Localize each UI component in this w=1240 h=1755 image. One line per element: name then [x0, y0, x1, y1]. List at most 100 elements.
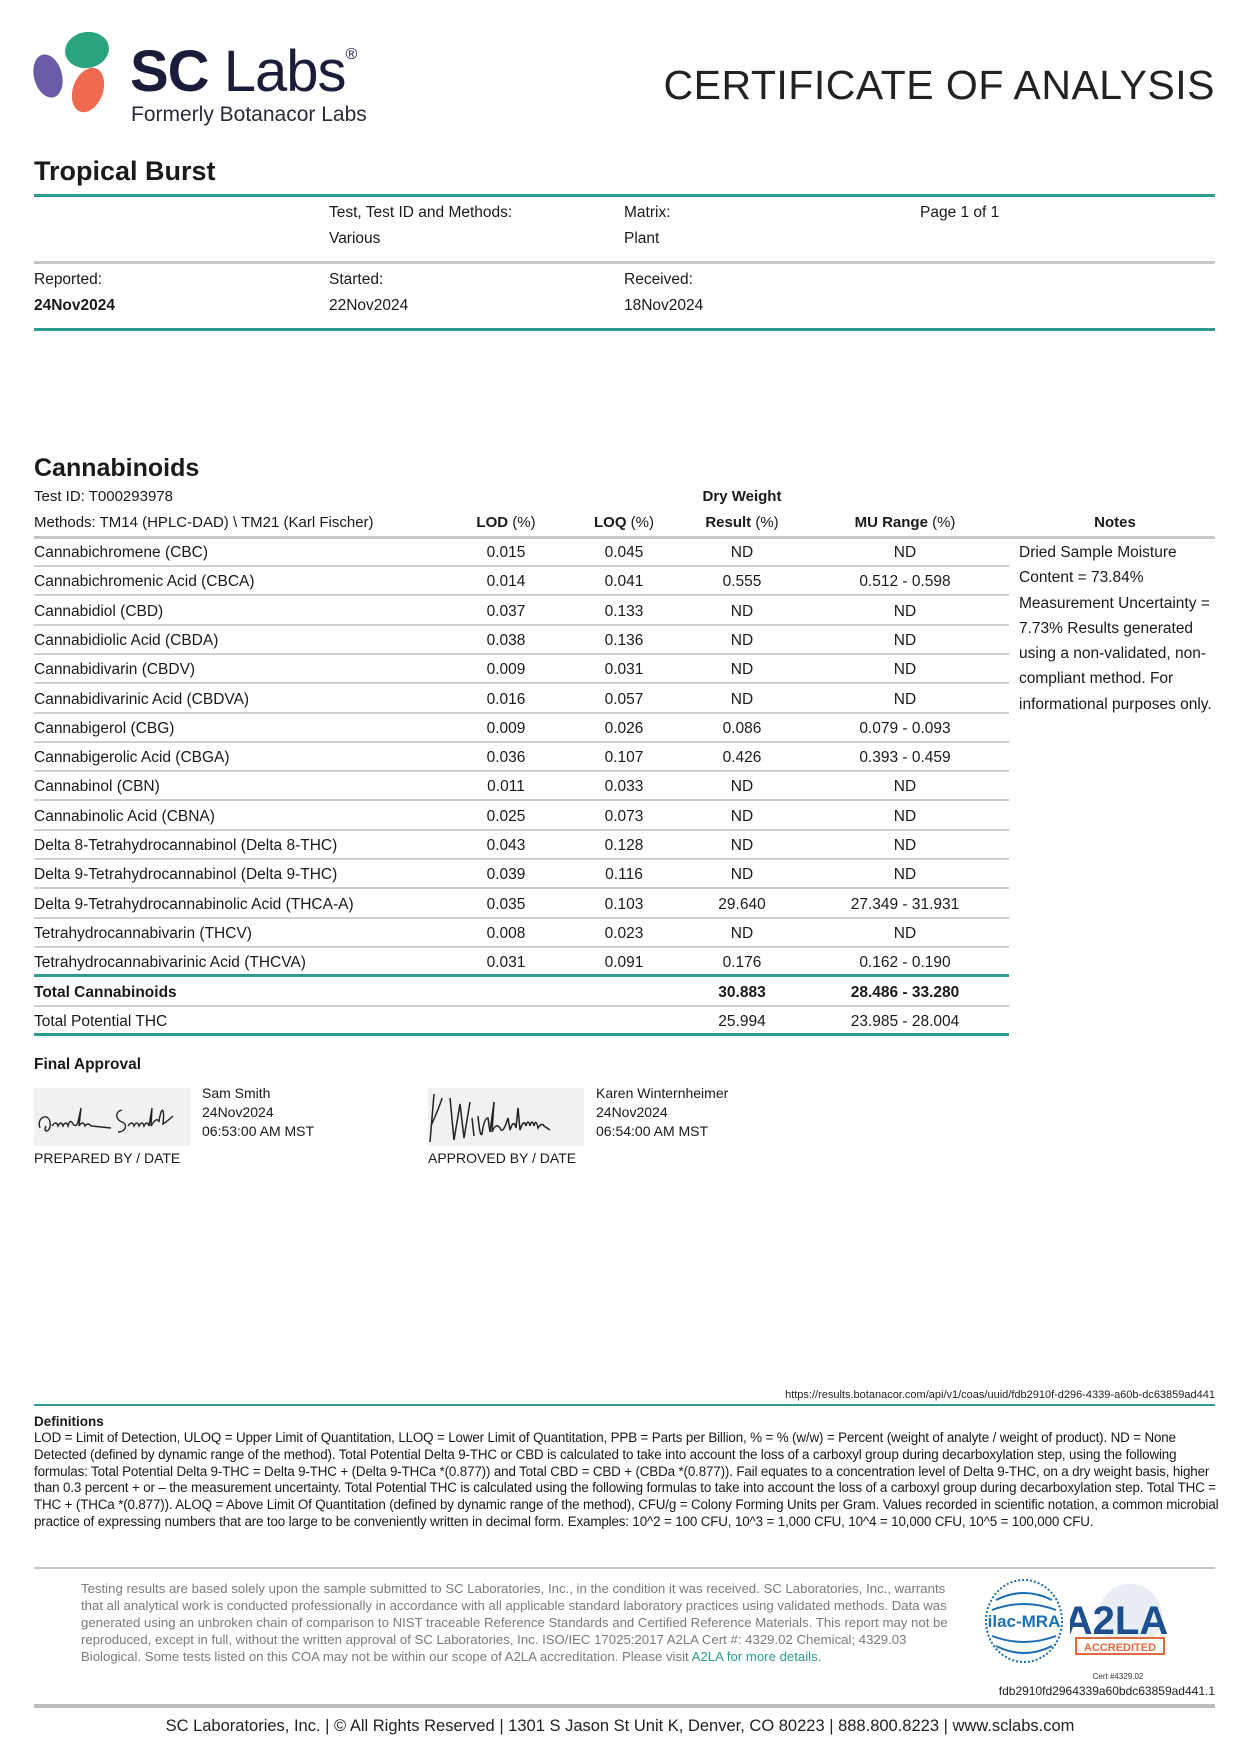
table-row: Cannabidivarinic Acid (CBDVA) 0.016 0.057 N… [34, 685, 1009, 714]
cell-mu: 0.079 - 0.093 [859, 719, 951, 737]
cell-loq: 0.136 [604, 631, 644, 649]
cell-lod: 0.043 [486, 837, 526, 854]
table-row: Delta 9-Tetrahydrocannabinol (Delta 9-TH… [34, 860, 1009, 890]
a2la-details-link[interactable]: A2LA for more details. [691, 1649, 822, 1664]
table-row: Cannabichromenic Acid (CBCA) 0.014 0.041 0.… [34, 567, 1009, 597]
analyte-name: Cannabidiol (CBD) [34, 602, 164, 620]
row-divider [34, 858, 1009, 860]
definitions-heading: Definitions [34, 1414, 104, 1429]
cell-result: ND [730, 778, 754, 796]
cell-result: 0.086 [722, 719, 762, 737]
column-header-dry-weight: Dry Weight [702, 488, 782, 505]
cell-result: 25.994 [718, 1012, 766, 1030]
analyte-name: Cannabigerol (CBG) [34, 719, 175, 737]
table-row: Cannabinol (CBN) 0.011 0.033 ND ND [34, 772, 1009, 802]
cell-lod: 0.039 [486, 866, 526, 884]
cell-mu: ND [893, 602, 917, 620]
cell-loq: 0.026 [604, 719, 644, 737]
cell-lod: 0.008 [486, 924, 526, 942]
cell-lod: 0.038 [486, 631, 526, 649]
column-header-notes: Notes [1094, 514, 1136, 531]
analyte-name: Delta 9-Tetrahydrocannabinol (Delta 9-TH… [34, 866, 338, 884]
coa-url-link[interactable]: https://results.botanacor.com/api/v1/coa… [785, 1389, 1215, 1401]
cell-loq: 0.073 [604, 807, 644, 825]
cell-mu: 28.486 - 33.280 [850, 983, 960, 1001]
cell-result: ND [730, 924, 754, 942]
divider [34, 1567, 1215, 1569]
column-header-result: Result (%) [705, 514, 779, 531]
brand-logo-text: SC Labs® [130, 39, 357, 104]
row-divider [34, 974, 1009, 978]
cell-loq: 0.091 [604, 954, 644, 972]
cell-result: ND [730, 661, 754, 679]
cell-mu: ND [893, 544, 917, 561]
final-approval-heading: Final Approval [34, 1056, 142, 1073]
cell-mu: ND [893, 924, 917, 942]
cell-result: ND [730, 837, 754, 854]
cell-lod: 0.031 [486, 954, 526, 972]
row-divider [34, 623, 1009, 626]
cell-mu: ND [893, 807, 917, 825]
row-divider [34, 1032, 1009, 1036]
cell-loq: 0.045 [604, 544, 644, 561]
a2la-accredited-logo-icon: A2LA ACCREDITED [1070, 1584, 1168, 1655]
analyte-name: Cannabidivarinic Acid (CBDVA) [34, 690, 250, 708]
received-value: 18Nov2024 [624, 297, 704, 314]
row-divider [34, 711, 1009, 714]
analyte-name: Cannabigerolic Acid (CBGA) [34, 749, 230, 767]
cell-mu: ND [893, 690, 917, 708]
table-row: Cannabidiolic Acid (CBDA) 0.038 0.136 ND ND [34, 626, 1009, 655]
cell-lod: 0.025 [486, 807, 526, 825]
cell-result: ND [730, 807, 754, 825]
analyte-name: Cannabichromene (CBC) [34, 544, 209, 561]
approver-time: 06:54:00 AM MST [596, 1123, 709, 1139]
matrix-label: Matrix: [624, 204, 671, 221]
test-id: Test ID: T000293978 [34, 488, 173, 505]
table-row: Cannabidivarin (CBDV) 0.009 0.031 ND ND [34, 655, 1009, 685]
cell-lod: 0.009 [486, 661, 526, 679]
analyte-name: Cannabidiolic Acid (CBDA) [34, 631, 219, 649]
total-name: Total Cannabinoids [34, 983, 177, 1001]
analyte-name: Cannabichromenic Acid (CBCA) [34, 573, 255, 591]
table-row: Tetrahydrocannabivarinic Acid (THCVA) 0.0… [34, 948, 1009, 978]
cell-mu: 0.393 - 0.459 [859, 749, 951, 767]
table-row: Delta 8-Tetrahydrocannabinol (Delta 8-TH… [34, 831, 1009, 860]
cell-lod: 0.035 [486, 895, 526, 913]
total-row: Total Cannabinoids 30.883 28.486 - 33.280 [34, 978, 1009, 1007]
page-number: Page 1 of 1 [920, 204, 1000, 221]
analyte-name: Cannabinolic Acid (CBNA) [34, 807, 215, 825]
row-divider [34, 916, 1009, 919]
table-row: Cannabigerol (CBG) 0.009 0.026 0.086 0.079 -… [34, 714, 1009, 743]
ilac-mra-logo-icon: ilac-MRA [985, 1579, 1063, 1663]
cell-result: 0.176 [722, 954, 762, 972]
column-header-mu-range: MU Range (%) [854, 514, 956, 531]
approver-name: Karen Winternheimer [596, 1085, 729, 1101]
cell-loq: 0.031 [604, 661, 644, 679]
cell-mu: ND [893, 866, 917, 884]
cell-result: ND [730, 866, 754, 884]
notes-text: Dried Sample Moisture Content = 73.84% M… [1019, 544, 1212, 713]
divider [34, 194, 1215, 197]
cell-mu: 27.349 - 31.931 [850, 895, 960, 913]
analyte-name: Delta 9-Tetrahydrocannabinolic Acid (THC… [34, 895, 354, 913]
cell-mu: ND [893, 778, 917, 796]
reported-label: Reported: [34, 271, 103, 288]
cell-result: ND [730, 544, 754, 561]
footer-text: SC Laboratories, Inc. | © All Rights Res… [165, 1717, 1075, 1735]
document-hash: fdb2910fd2964339a60bdc63859ad441.1 [998, 1684, 1215, 1698]
cell-mu: ND [893, 661, 917, 679]
table-row: Cannabidiol (CBD) 0.037 0.133 ND ND [34, 597, 1009, 626]
preparer-time: 06:53:00 AM MST [202, 1123, 315, 1139]
cell-mu: 0.162 - 0.190 [859, 954, 951, 972]
analyte-name: Delta 8-Tetrahydrocannabinol (Delta 8-TH… [34, 837, 338, 854]
matrix-value: Plant [624, 230, 660, 247]
cell-loq: 0.033 [604, 778, 644, 796]
table-row: Delta 9-Tetrahydrocannabinolic Acid (THC… [34, 890, 1009, 919]
analyte-name: Cannabinol (CBN) [34, 778, 160, 796]
table-row: Cannabichromene (CBC) 0.015 0.045 ND ND [34, 538, 1009, 567]
started-value: 22Nov2024 [329, 297, 409, 314]
cell-result: 0.555 [722, 573, 762, 591]
cell-lod: 0.014 [486, 573, 526, 591]
cell-lod: 0.016 [486, 690, 526, 708]
svg-text:A2LA: A2LA [1070, 1599, 1168, 1643]
